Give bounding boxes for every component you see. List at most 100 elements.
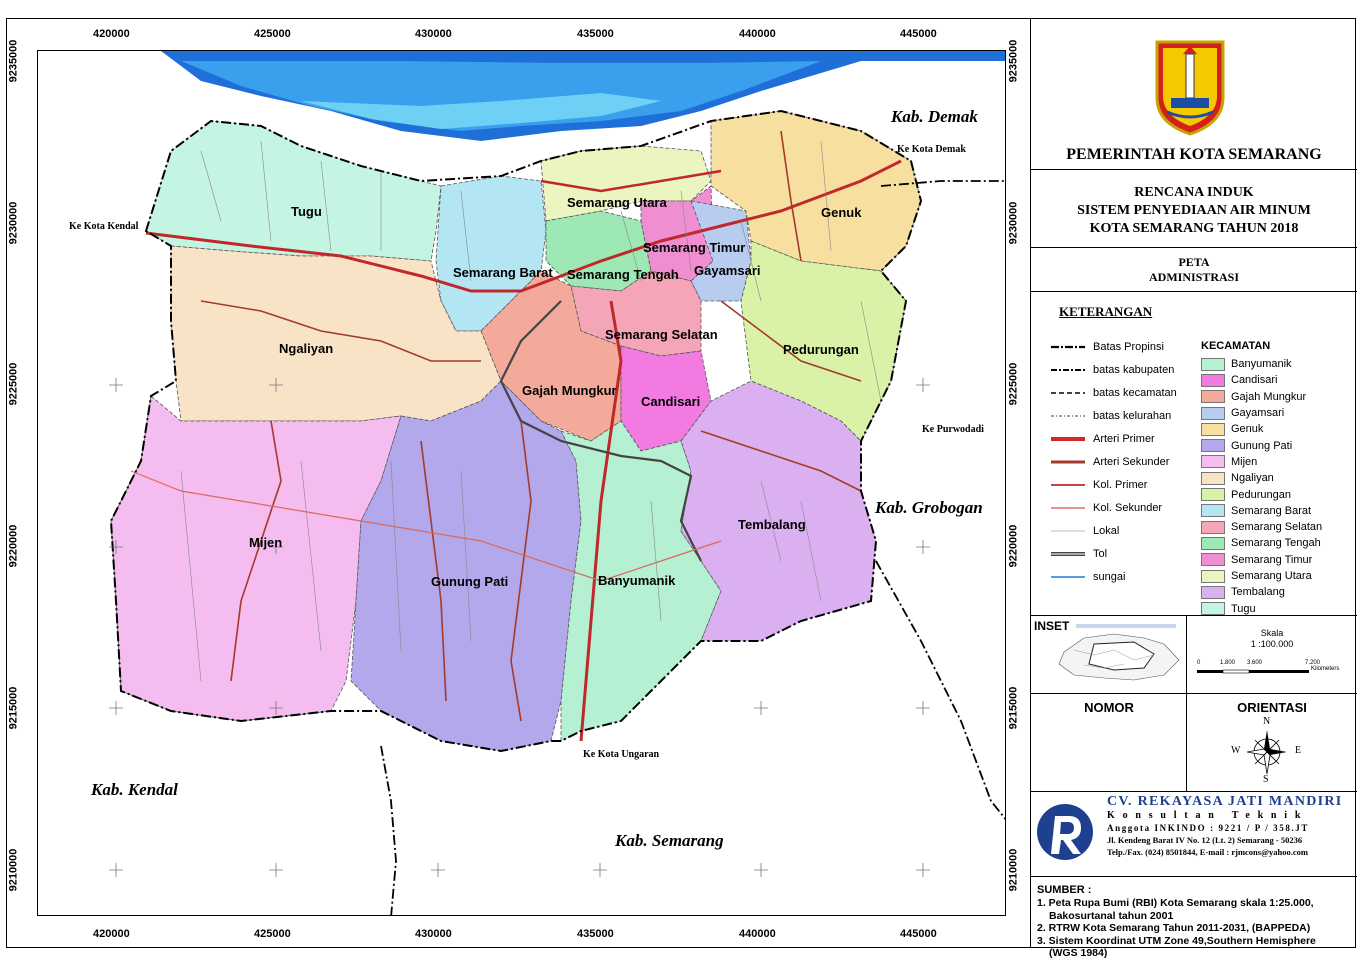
header-section: PEMERINTAH KOTA SEMARANG (1031, 18, 1357, 170)
kecamatan-label: Semarang Barat (1231, 504, 1312, 517)
x-tick-bottom-1: 420000 (93, 928, 130, 940)
road-arteri-primer (145, 159, 902, 293)
kecamatan-heading: KECAMATAN (1201, 340, 1271, 352)
y-tick-left-5: 9215000 (7, 686, 20, 730)
road-sec-6 (720, 300, 862, 382)
scale-tick-3: 7.200 (1305, 660, 1321, 666)
nomor-orientasi-section: NOMOR ORIENTASI N S W E (1031, 694, 1357, 792)
source-line-4: 3. Sistem Koordinat UTM Zone 49,Southern… (1037, 934, 1316, 947)
road-arteri-primer-2 (540, 169, 722, 193)
map-type-line-1: PETA (1178, 255, 1210, 269)
kecamatan-label: Semarang Timur (1231, 553, 1313, 566)
inset-label: INSET (1034, 619, 1070, 633)
legend-item-batas-kecamatan: batas kecamatan (1051, 386, 1177, 399)
legend-item-lokal: Lokal (1051, 524, 1120, 537)
legend-item-batas-kelurahan: batas kelurahan (1051, 409, 1172, 422)
legend-item-tol: Tol (1051, 547, 1108, 560)
district-label-mijen: Mijen (249, 535, 282, 550)
kecamatan-swatch (1201, 536, 1225, 550)
scale-unit: Kilometers (1311, 666, 1340, 672)
kecamatan-legend-item: Ngaliyan (1201, 470, 1351, 486)
x-tick-top-6: 445000 (900, 28, 937, 40)
legend-line-list: Batas Propinsi batas kabupaten batas kec… (1049, 335, 1209, 588)
map-type-section: PETA ADMINISTRASI (1031, 248, 1357, 292)
road-tol (499, 300, 702, 562)
road-sec-4 (510, 420, 532, 722)
kecamatan-swatch (1201, 439, 1225, 453)
kecamatan-legend-item: Semarang Selatan (1201, 519, 1351, 535)
kecamatan-label: Banyumanik (1231, 358, 1292, 371)
kecamatan-legend-item: Candisari (1201, 372, 1351, 388)
kecamatan-label: Mijen (1231, 455, 1258, 468)
kecamatan-swatch (1201, 520, 1225, 534)
y-tick-left-2: 9230000 (7, 201, 20, 245)
direction-label-ungaran: Ke Kota Ungaran (583, 749, 660, 760)
district-label-tugu: Tugu (291, 204, 322, 219)
scale-panel: Skala 1 :100.000 0 1.800 3.600 7.200 Kil… (1187, 616, 1357, 693)
kecamatan-legend-item: Genuk (1201, 421, 1351, 437)
kabupaten-boundary-southeast (875, 560, 1005, 820)
kabupaten-boundary-south (380, 745, 397, 915)
kecamatan-legend-item: Gunung Pati (1201, 437, 1351, 453)
scale-value: 1 :100.000 (1250, 639, 1294, 649)
x-tick-top-1: 420000 (93, 28, 130, 40)
company-contact: Telp./Fax. (024) 8501844, E-mail : rjmco… (1107, 847, 1308, 857)
compass-rose-icon (1247, 730, 1287, 775)
legend-heading: KETERANGAN (1059, 304, 1153, 319)
company-address: Jl. Kendeng Barat IV No. 12 (Lt. 2) Sema… (1107, 835, 1303, 845)
kecamatan-swatch (1201, 569, 1225, 583)
kecamatan-swatch (1201, 422, 1225, 436)
company-name: CV. REKAYASA JATI MANDIRI (1107, 794, 1343, 809)
x-tick-bottom-4: 435000 (577, 928, 614, 940)
road-sec-8 (130, 470, 362, 522)
kecamatan-legend-item: Semarang Utara (1201, 568, 1351, 584)
company-role: Konsultan Teknik (1107, 810, 1309, 821)
title-line-2: SISTEM PENYEDIAAN AIR MINUM (1077, 203, 1311, 218)
kecamatan-swatch (1201, 390, 1225, 404)
x-tick-bottom-3: 430000 (415, 928, 452, 940)
kabupaten-boundary-east (880, 180, 1005, 187)
kecamatan-swatch (1201, 406, 1225, 420)
kecamatan-swatch (1201, 504, 1225, 518)
x-tick-top-4: 435000 (577, 28, 614, 40)
legend-item-arteri-sekunder: Arteri Sekunder (1051, 455, 1170, 468)
source-line-1: 1. Peta Rupa Bumi (RBI) Kota Semarang sk… (1037, 897, 1314, 909)
direction-label-kendal: Ke Kota Kendal (69, 221, 139, 232)
road-ungaran (579, 300, 623, 742)
kecamatan-legend-item: Tugu (1201, 600, 1351, 616)
company-member: Anggota INKINDO : 9221 / P / 358.JT (1107, 823, 1310, 833)
district-label-candisari: Candisari (641, 394, 700, 409)
x-tick-bottom-5: 440000 (739, 928, 776, 940)
kecamatan-label: Gunung Pati (1231, 439, 1293, 452)
government-title: PEMERINTAH KOTA SEMARANG (1066, 146, 1322, 163)
kecamatan-label: Tembalang (1231, 586, 1285, 599)
neighbor-label-semarang: Kab. Semarang (614, 831, 724, 850)
source-section: SUMBER : 1. Peta Rupa Bumi (RBI) Kota Se… (1031, 877, 1357, 959)
kecamatan-label: Tugu (1231, 602, 1256, 615)
y-tick-right-1: 9235000 (1007, 39, 1020, 83)
scale-tick-0: 0 (1197, 660, 1201, 666)
kecamatan-swatch (1201, 585, 1225, 599)
legend-item-kol-primer: Kol. Primer (1051, 478, 1148, 491)
map-canvas[interactable]: Tugu Semarang Utara Genuk Semarang Barat… (37, 50, 1006, 916)
legend-item-batas-kabupaten: batas kabupaten (1051, 363, 1175, 376)
legend-item-arteri-primer: Arteri Primer (1051, 432, 1155, 445)
road-sec-5 (700, 430, 862, 492)
road-sec-1 (200, 300, 481, 362)
district-label-ngaliyan: Ngaliyan (279, 341, 333, 356)
orientasi-label: ORIENTASI (1237, 700, 1307, 715)
scale-label: Skala (1260, 628, 1284, 638)
kecamatan-label: Semarang Selatan (1231, 521, 1323, 534)
y-tick-left-3: 9225000 (7, 362, 20, 406)
legend-item-sungai: sungai (1051, 570, 1126, 583)
compass-e: E (1295, 745, 1302, 756)
city-emblem-icon (1153, 38, 1227, 136)
kecamatan-legend-item: Mijen (1201, 454, 1351, 470)
legend-section: KETERANGAN Batas Propinsi batas kabupate… (1031, 292, 1357, 616)
y-tick-left-1: 9235000 (7, 39, 20, 83)
kecamatan-label: Genuk (1231, 423, 1264, 436)
district-label-tembalang: Tembalang (738, 517, 806, 532)
x-tick-top-5: 440000 (739, 28, 776, 40)
y-tick-right-4: 9220000 (1007, 524, 1020, 568)
city-boundary (109, 109, 923, 753)
